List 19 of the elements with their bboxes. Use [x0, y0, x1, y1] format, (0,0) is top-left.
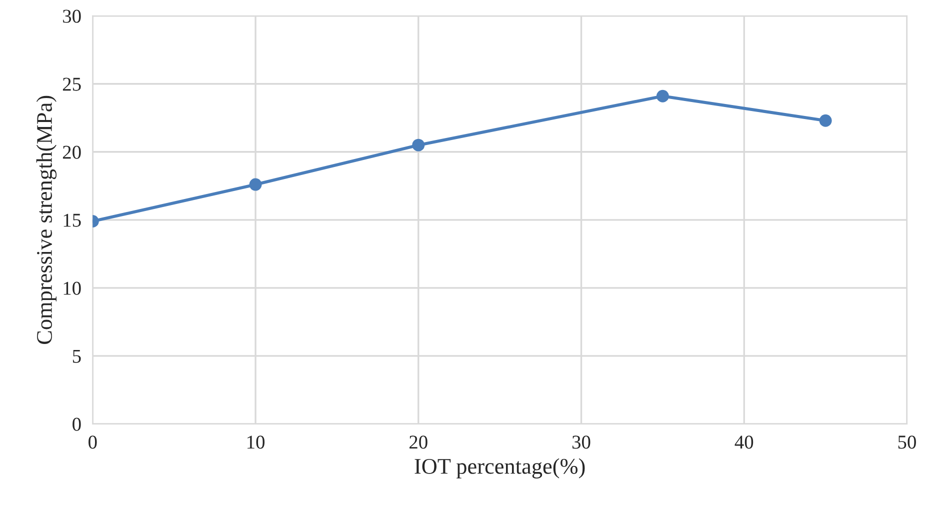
y-tick-label: 20 — [62, 146, 81, 159]
x-tick-label: 0 — [88, 436, 97, 449]
y-tick-label: 15 — [64, 214, 81, 227]
y-tick-label: 0 — [72, 418, 81, 431]
y-tick-label: 10 — [64, 282, 81, 295]
y-tick-label: 30 — [63, 10, 81, 23]
y-tick-label: 25 — [62, 78, 81, 91]
y-tick-label: 5 — [72, 350, 81, 363]
x-tick-label: 50 — [898, 436, 916, 449]
point — [412, 138, 425, 152]
y-axis-title: Compressive strength(MPa) — [36, 96, 57, 344]
point — [249, 178, 262, 191]
point — [656, 90, 669, 102]
x-tick-label: 10 — [248, 436, 265, 449]
x-tick-label: 20 — [410, 436, 428, 449]
x-tick-label: 30 — [572, 436, 590, 449]
point — [819, 114, 832, 127]
x-tick-label: 40 — [734, 436, 754, 449]
x-axis-title: IOT percentage(%) — [414, 458, 585, 478]
